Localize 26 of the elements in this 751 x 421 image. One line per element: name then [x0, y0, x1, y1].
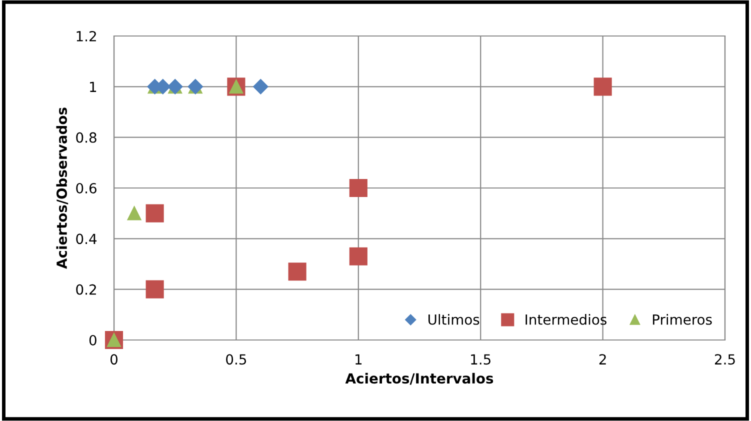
point [349, 178, 368, 198]
point [253, 79, 268, 94]
point [288, 262, 306, 281]
legend-label: Ultimos [428, 314, 480, 325]
legend-label: Intermedios [526, 314, 606, 325]
x-tick-label: 2.5 [714, 354, 735, 365]
y-tick-label: 1 [90, 82, 96, 92]
y-tick-label: 1.2 [76, 30, 96, 42]
legend-label: Primeros [652, 314, 712, 325]
y-tick-label: 0.6 [76, 182, 96, 194]
point [146, 280, 164, 298]
x-tick-label: 0 [110, 354, 118, 365]
y-tick-label: 0.8 [76, 132, 96, 143]
y-tick-label: 0 [89, 334, 96, 346]
point [146, 204, 164, 222]
point [349, 247, 368, 266]
point [594, 78, 612, 96]
x-tick-label: 1.5 [471, 354, 490, 365]
point [127, 206, 142, 220]
y-tick-label: 0.2 [76, 284, 96, 295]
x-tick-label: 2 [599, 354, 606, 364]
x-tick-label: 0.5 [226, 354, 246, 365]
x-axis-title: Aciertos/Intervalos [345, 372, 494, 385]
y-axis-title: Aciertos/Observados [56, 108, 68, 269]
x-tick-label: 1 [356, 354, 362, 364]
y-tick-label: 0.4 [76, 234, 97, 244]
